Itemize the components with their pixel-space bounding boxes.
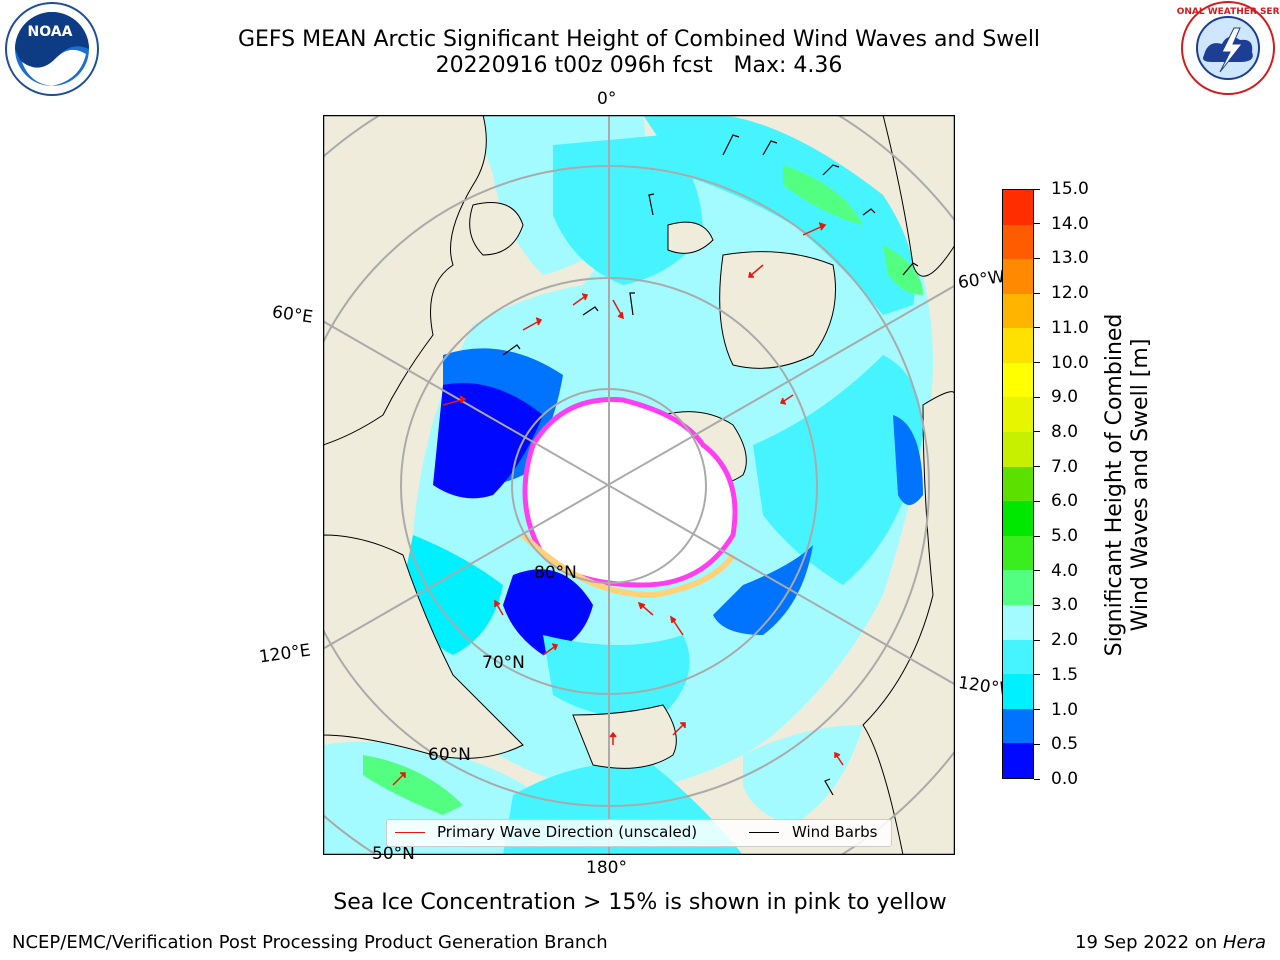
colorbar-tick-label: 15.0 xyxy=(1051,179,1089,199)
lon-label-120e: 120°E xyxy=(257,640,312,668)
colorbar-tick-mark xyxy=(1034,743,1040,745)
chart-title: GEFS MEAN Arctic Significant Height of C… xyxy=(237,27,1041,52)
footer-date-text: 19 Sep 2022 on xyxy=(1075,932,1223,953)
arctic-wave-map xyxy=(323,115,955,855)
colorbar-tick-mark xyxy=(1034,500,1040,502)
colorbar-tick-label: 0.0 xyxy=(1051,769,1079,789)
colorbar-tick-mark xyxy=(1034,223,1040,225)
sea-ice-caption: Sea Ice Concentration > 15% is shown in … xyxy=(333,890,947,915)
noaa-logo-text: NOAA xyxy=(28,24,73,40)
colorbar-tick-mark xyxy=(1034,431,1040,433)
colorbar-tick-mark xyxy=(1034,778,1040,780)
colorbar-tick-mark xyxy=(1034,570,1040,572)
colorbar-tick-mark xyxy=(1034,674,1040,676)
lon-label-60e: 60°E xyxy=(270,302,315,328)
colorbar-segment xyxy=(1003,466,1033,502)
colorbar-tick-mark xyxy=(1034,535,1040,537)
colorbar-tick-label: 9.0 xyxy=(1051,387,1079,408)
wind-barbs xyxy=(502,134,919,796)
colorbar-tick-label: 0.5 xyxy=(1051,734,1079,755)
wave-direction-swatch xyxy=(395,832,425,833)
colorbar-tick-label: 4.0 xyxy=(1051,560,1079,581)
ice-edge-yellow xyxy=(520,532,736,599)
colorbar-tick-mark xyxy=(1034,292,1040,294)
colorbar-tick-label: 6.0 xyxy=(1051,491,1079,512)
colorbar-segment xyxy=(1003,224,1033,260)
lat-label-60: 60°N xyxy=(428,745,471,765)
colorbar-label-line1: Significant Height of Combined xyxy=(1102,313,1127,657)
footer-date: 19 Sep 2022 on Hera xyxy=(1075,932,1266,953)
colorbar-tick-mark xyxy=(1034,639,1040,641)
colorbar-label-line2: Wind Waves and Swell [m] xyxy=(1128,338,1153,632)
colorbar-ticks: 0.0 0.5 1.0 1.5 2.0 3.0 4.0 5.0 6.0 7.0 8.0 9.0 10.0… xyxy=(1034,179,1114,789)
colorbar-tick-label: 8.0 xyxy=(1051,421,1079,442)
colorbar-segment xyxy=(1003,362,1033,398)
lon-label-60w: 60°W xyxy=(956,266,1007,294)
colorbar-tick-mark xyxy=(1034,709,1040,711)
colorbar-tick-mark xyxy=(1034,396,1040,398)
colorbar-tick-mark xyxy=(1034,188,1040,190)
colorbar xyxy=(1002,189,1034,779)
colorbar-segment xyxy=(1003,535,1033,571)
colorbar-tick-label: 14.0 xyxy=(1051,213,1089,234)
lon-label-180: 180° xyxy=(586,858,627,878)
colorbar-tick-mark xyxy=(1034,257,1040,259)
colorbar-segment xyxy=(1003,674,1033,709)
colorbar-tick-label: 3.0 xyxy=(1051,595,1079,616)
colorbar-segment xyxy=(1003,259,1033,294)
colorbar-tick-mark xyxy=(1034,362,1040,364)
footer-branch: NCEP/EMC/Verification Post Processing Pr… xyxy=(12,932,608,953)
colorbar-segment xyxy=(1003,293,1033,329)
colorbar-tick-label: 1.5 xyxy=(1051,664,1079,685)
noaa-logo: NOAA xyxy=(5,2,99,96)
colorbar-tick-label: 11.0 xyxy=(1051,317,1089,338)
wave-direction-arrows xyxy=(392,222,844,786)
map-legend: Primary Wave Direction (unscaled) Wind B… xyxy=(386,819,892,847)
legend-wind-barbs: Wind Barbs xyxy=(792,823,878,841)
colorbar-label: Significant Height of Combined Wind Wave… xyxy=(1102,314,1154,657)
colorbar-tick-mark xyxy=(1034,327,1040,329)
colorbar-segment xyxy=(1003,743,1033,778)
landmasses xyxy=(323,115,955,855)
colorbar-segment xyxy=(1003,639,1033,675)
colorbar-segment xyxy=(1003,708,1033,744)
legend-wave-direction: Primary Wave Direction (unscaled) xyxy=(437,823,698,841)
chart-subtitle: 20220916 t00z 096h fcst Max: 4.36 xyxy=(435,53,843,78)
wind-barb-swatch xyxy=(749,832,779,833)
lat-label-70: 70°N xyxy=(482,653,525,673)
colorbar-tick-label: 2.0 xyxy=(1051,630,1079,651)
colorbar-segment xyxy=(1003,501,1033,536)
colorbar-segment xyxy=(1003,189,1033,225)
colorbar-tick-label: 7.0 xyxy=(1051,456,1079,477)
colorbar-tick-label: 12.0 xyxy=(1051,283,1089,304)
footer-host: Hera xyxy=(1222,932,1266,953)
lon-label-0: 0° xyxy=(597,89,617,109)
colorbar-segment xyxy=(1003,397,1033,433)
colorbar-segment xyxy=(1003,432,1033,467)
lat-label-50: 50°N xyxy=(372,844,415,864)
lat-label-80: 80°N xyxy=(534,563,577,583)
colorbar-tick-label: 1.0 xyxy=(1051,699,1079,720)
colorbar-segment xyxy=(1003,328,1033,363)
colorbar-tick-label: 5.0 xyxy=(1051,526,1079,547)
colorbar-segment xyxy=(1003,570,1033,606)
colorbar-tick-mark xyxy=(1034,604,1040,606)
colorbar-segment xyxy=(1003,605,1033,640)
colorbar-tick-mark xyxy=(1034,466,1040,468)
nws-logo: NATIONAL WEATHER SERVICE xyxy=(1176,1,1280,95)
colorbar-tick-label: 10.0 xyxy=(1051,352,1089,373)
nws-logo-text: NATIONAL WEATHER SERVICE xyxy=(1176,7,1280,17)
colorbar-tick-label: 13.0 xyxy=(1051,248,1089,269)
graticule xyxy=(323,115,955,855)
